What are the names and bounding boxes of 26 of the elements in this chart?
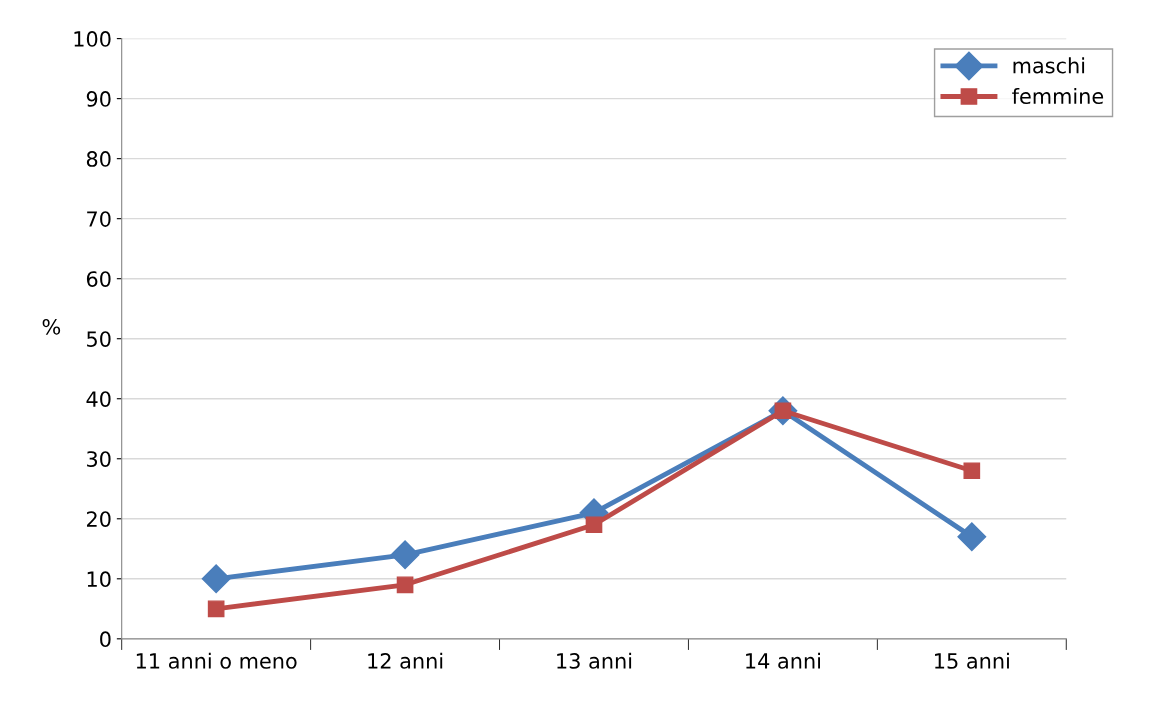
- point: [207, 600, 225, 618]
- point: [396, 576, 414, 594]
- y-tick-label: 60: [86, 271, 111, 287]
- legend-label: maschi: [1013, 57, 1085, 74]
- y-tick-label: 10: [87, 571, 111, 588]
- x-tick-label: 13 anni: [557, 652, 632, 669]
- y-axis-title: %: [42, 318, 61, 335]
- x-tick-label: 11 anni o meno: [136, 652, 297, 669]
- point: [390, 540, 420, 570]
- y-tick-label: 80: [86, 151, 111, 167]
- y-tick-label: 100: [74, 31, 111, 47]
- y-tick-label: 20: [86, 511, 111, 527]
- y-tick-label: 70: [87, 211, 111, 227]
- x-tick-label: 14 anni: [746, 652, 820, 669]
- point: [585, 516, 603, 534]
- x-tick-label: 12 anni: [368, 652, 443, 669]
- point: [957, 522, 987, 552]
- point: [963, 462, 981, 480]
- point: [201, 564, 231, 594]
- legend-label: femmine: [1012, 87, 1104, 105]
- y-tick-label: 90: [86, 91, 111, 107]
- y-tick-label: 30: [87, 451, 111, 467]
- y-tick-label: 40: [86, 391, 111, 407]
- y-tick-label: 0: [100, 631, 111, 648]
- y-tick-label: 50: [87, 331, 111, 347]
- x-tick-label: 15 anni: [935, 652, 1009, 669]
